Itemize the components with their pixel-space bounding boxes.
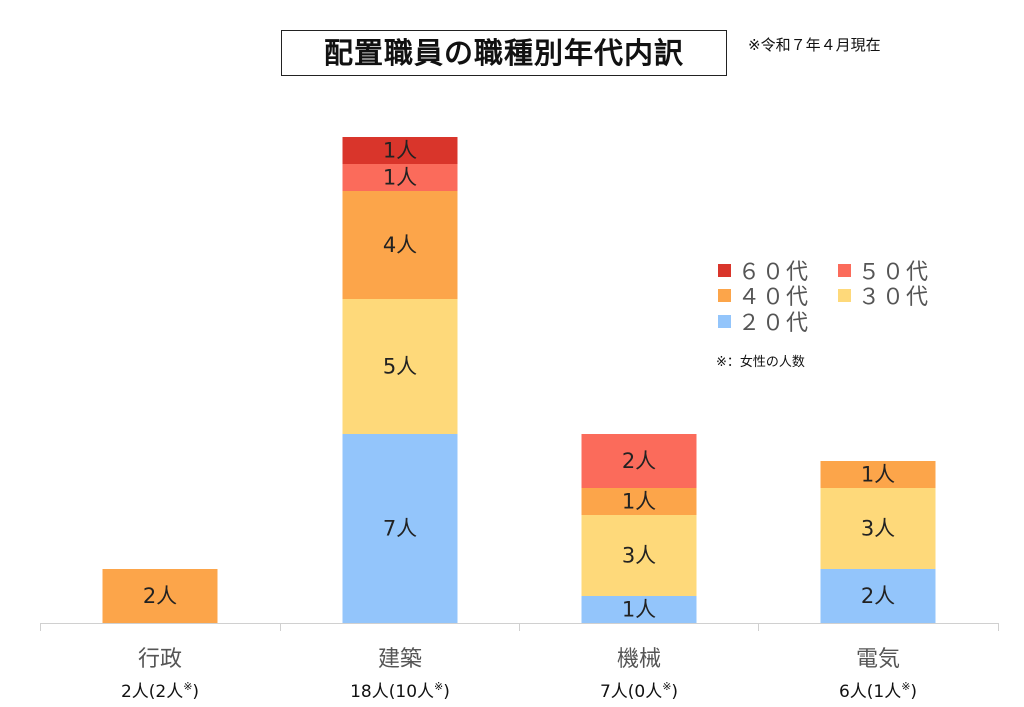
bar-segment <box>342 164 458 191</box>
bar-segment <box>820 488 936 569</box>
data-label: 1人 <box>861 463 895 487</box>
bar-segment <box>581 488 697 515</box>
bar-segment <box>820 569 936 623</box>
legend-swatch <box>718 289 731 302</box>
legend-note: ※：女性の人数 <box>716 354 805 370</box>
category-label: 行政 <box>138 647 182 672</box>
bar-segment <box>342 434 458 623</box>
legend-swatch <box>718 315 731 328</box>
date-note: ※令和７年４月現在 <box>748 36 881 54</box>
data-label: 3人 <box>861 517 895 541</box>
data-label: 1人 <box>622 490 656 514</box>
bar-segment <box>820 461 936 488</box>
bar-segment <box>581 434 697 488</box>
data-label: 2人 <box>622 449 656 473</box>
category-total-label: 6人(1人※) <box>839 680 917 702</box>
category-total-label: 2人(2人※) <box>121 680 199 702</box>
bar-segment <box>581 596 697 623</box>
category-label: 機械 <box>617 647 661 672</box>
data-label: 3人 <box>622 544 656 568</box>
legend-swatch <box>718 264 731 277</box>
legend-label: ３０代 <box>858 285 930 310</box>
data-label: 1人 <box>383 166 417 190</box>
legend-label: ６０代 <box>738 260 810 285</box>
category-total-label: 18人(10人※) <box>350 680 450 702</box>
category-label: 建築 <box>378 647 422 672</box>
legend-label: ５０代 <box>858 260 930 285</box>
data-label: 1人 <box>383 139 417 163</box>
data-label: 2人 <box>143 584 177 608</box>
data-label: 1人 <box>622 598 656 622</box>
bar-segment <box>102 569 218 623</box>
legend-swatch <box>838 289 851 302</box>
chart-title: 配置職員の職種別年代内訳 <box>281 30 727 76</box>
data-label: 5人 <box>383 355 417 379</box>
data-label: 4人 <box>383 233 417 257</box>
bar-segment <box>581 515 697 596</box>
category-total-label: 7人(0人※) <box>600 680 678 702</box>
legend-swatch <box>838 264 851 277</box>
bar-segment <box>342 299 458 434</box>
bar-segment <box>342 137 458 164</box>
data-label: 2人 <box>861 584 895 608</box>
legend-label: ４０代 <box>738 285 810 310</box>
data-label: 7人 <box>383 517 417 541</box>
category-label: 電気 <box>856 647 900 672</box>
bar-segment <box>342 191 458 299</box>
legend-label: ２０代 <box>738 311 810 336</box>
